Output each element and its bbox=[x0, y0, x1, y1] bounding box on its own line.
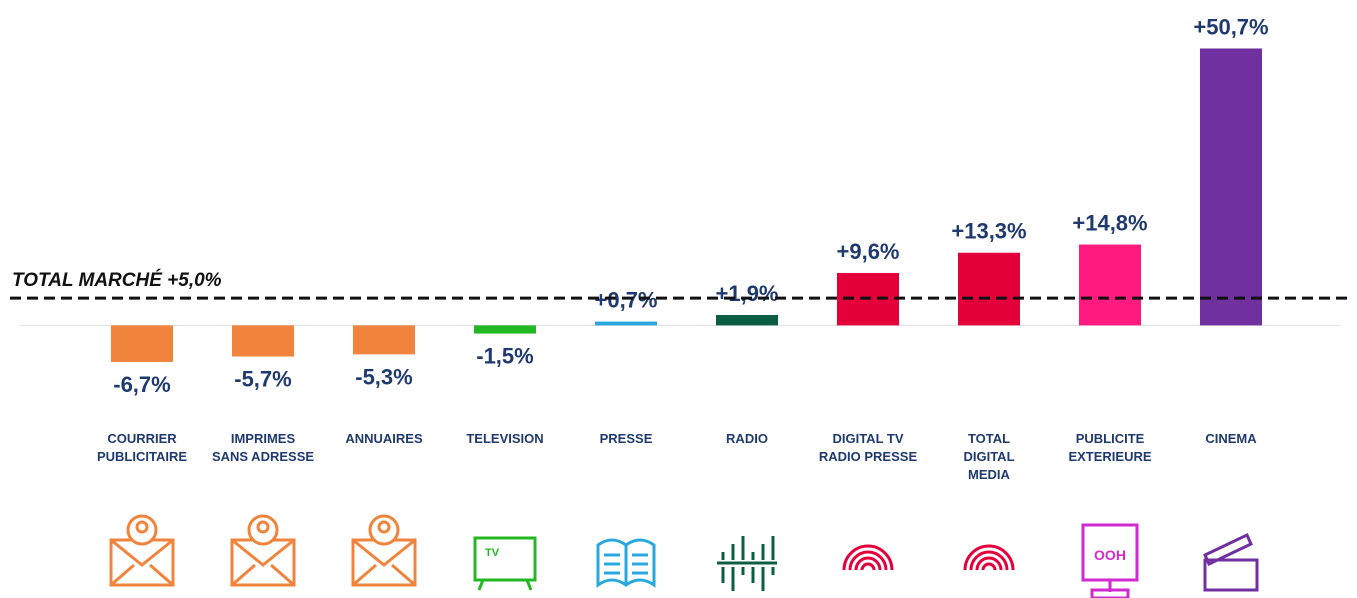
bar bbox=[958, 252, 1020, 326]
value-label: +13,3% bbox=[951, 219, 1026, 244]
icon-part bbox=[1203, 532, 1253, 567]
bar bbox=[1079, 244, 1141, 326]
icon bbox=[596, 538, 656, 588]
icon-part bbox=[377, 520, 391, 534]
icon bbox=[1203, 532, 1259, 592]
value-label: -5,3% bbox=[355, 364, 412, 389]
icon-part bbox=[860, 562, 876, 571]
x-tick-label: IMPRIMES SANS ADRESSE bbox=[211, 431, 315, 464]
icon bbox=[963, 544, 1015, 571]
icon-part bbox=[256, 520, 270, 534]
icon-part bbox=[477, 579, 485, 591]
icon-part bbox=[969, 550, 1009, 571]
bar bbox=[232, 325, 294, 357]
icon-part bbox=[352, 538, 416, 567]
x-tick-label: PRESSE bbox=[599, 431, 653, 446]
bar bbox=[716, 315, 778, 326]
bar bbox=[111, 325, 173, 362]
bar bbox=[1200, 48, 1262, 326]
x-tick-label: DIGITAL TV RADIO PRESSE bbox=[818, 431, 918, 464]
icon-part bbox=[135, 520, 149, 534]
reference-label: TOTAL MARCHÉ +5,0% bbox=[12, 269, 222, 291]
value-label: +1,9% bbox=[716, 281, 779, 306]
bar bbox=[595, 321, 657, 326]
icon: OOH bbox=[1081, 523, 1139, 598]
icon-part bbox=[368, 514, 400, 546]
bar bbox=[474, 325, 536, 334]
icon-part bbox=[975, 556, 1003, 571]
x-tick-label: RADIO bbox=[726, 431, 768, 446]
icon-part bbox=[110, 538, 174, 567]
icon-part bbox=[231, 563, 256, 587]
value-label: +0,7% bbox=[595, 288, 658, 313]
icon bbox=[230, 514, 296, 587]
value-label: -5,7% bbox=[234, 367, 291, 392]
icon-part bbox=[231, 538, 295, 567]
icon-part bbox=[352, 563, 377, 587]
icon-part bbox=[525, 579, 533, 591]
x-tick-label: TOTAL DIGITAL MEDIA bbox=[963, 431, 1015, 482]
icon-part bbox=[1203, 558, 1259, 592]
icon bbox=[109, 514, 175, 587]
x-tick-label: ANNUAIRES bbox=[345, 431, 423, 446]
x-tick-label: CINEMA bbox=[1205, 431, 1257, 446]
value-label: +50,7% bbox=[1193, 14, 1268, 39]
icon-text: TV bbox=[485, 547, 500, 559]
value-label: +14,8% bbox=[1072, 211, 1147, 236]
icon: TV bbox=[473, 536, 537, 591]
icon-part bbox=[126, 514, 158, 546]
x-tick-label: COURRIER PUBLICITAIRE bbox=[96, 431, 188, 464]
icon-part bbox=[854, 556, 882, 571]
icon-part bbox=[596, 538, 656, 588]
icon bbox=[842, 544, 894, 571]
icon-part bbox=[981, 562, 997, 571]
x-tick-label: PUBLICITE EXTERIEURE bbox=[1068, 431, 1152, 464]
icon-part bbox=[247, 514, 279, 546]
icon-part bbox=[270, 563, 295, 587]
icon-part bbox=[391, 563, 416, 587]
icon bbox=[351, 514, 417, 587]
icon-part bbox=[149, 563, 174, 587]
icon-part bbox=[848, 550, 888, 571]
x-tick-label: TELEVISION bbox=[466, 431, 544, 446]
value-label: -1,5% bbox=[476, 344, 533, 369]
icon-part bbox=[1090, 588, 1130, 598]
value-label: +9,6% bbox=[837, 239, 900, 264]
icon-part bbox=[963, 544, 1015, 571]
icon-part bbox=[842, 544, 894, 571]
icon-text: OOH bbox=[1094, 547, 1126, 563]
value-label: -6,7% bbox=[113, 372, 170, 397]
icon bbox=[717, 536, 777, 591]
bar bbox=[353, 325, 415, 355]
icon-part bbox=[110, 563, 135, 587]
icon-part bbox=[473, 536, 537, 582]
